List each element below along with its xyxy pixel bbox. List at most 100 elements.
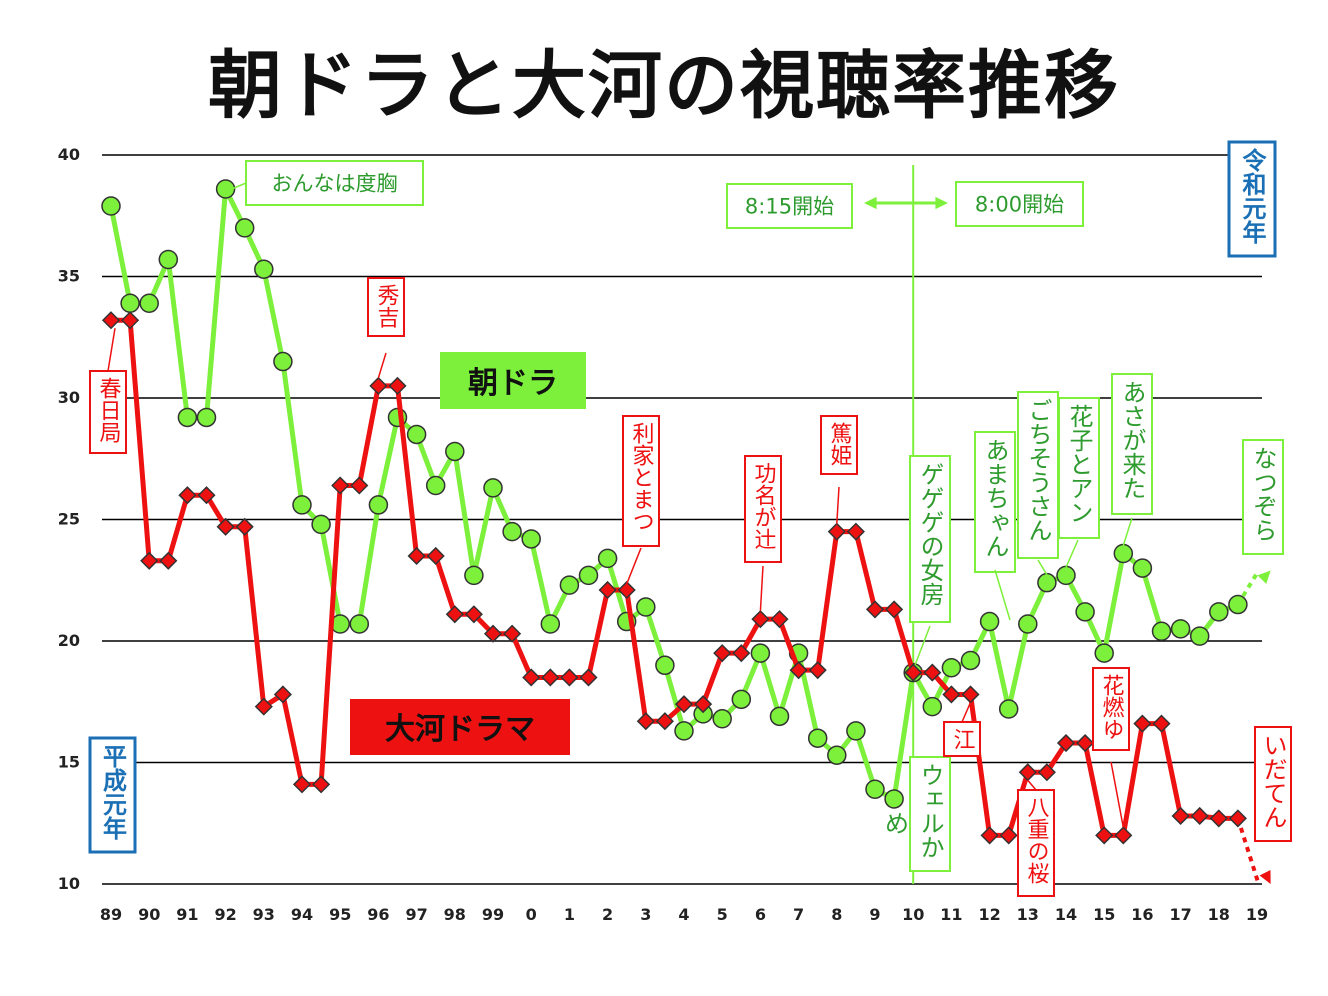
data-point [158, 249, 179, 270]
data-point [1151, 621, 1172, 642]
x-tick-label: 6 [755, 905, 766, 924]
leader-line [1027, 779, 1037, 791]
data-point [503, 624, 522, 643]
data-point [1075, 602, 1095, 622]
label-natsuzora-text: なつぞら [1249, 446, 1277, 542]
data-point [579, 668, 598, 687]
label-hideyoshi-box [367, 277, 405, 337]
label-hanako-to-an: 花子とアン [1058, 397, 1100, 539]
x-tick-label: 8 [831, 905, 842, 924]
data-point [368, 495, 389, 515]
series-arrow-0 [1236, 569, 1261, 606]
label-atsuhime: 篤姫 [820, 415, 858, 475]
data-point [254, 259, 274, 279]
data-point [101, 311, 121, 330]
x-tick-label: 9 [869, 905, 880, 924]
leader-line [231, 182, 247, 190]
label-weruka-box [909, 756, 951, 872]
page-title: 朝ドラと大河の視聴率推移 [208, 43, 1120, 129]
label-komyo-ga-tsuji-box [744, 455, 782, 563]
data-point [694, 695, 713, 714]
x-tick-label: 15 [1093, 905, 1115, 924]
data-point [407, 546, 426, 566]
label-atsuhime-box [820, 415, 858, 475]
data-point [1133, 714, 1152, 733]
data-point [999, 826, 1018, 845]
label-weruka: ウェルか [909, 756, 951, 872]
leader-line [1110, 761, 1125, 828]
label-atsuhime-text: 篤姫 [827, 422, 853, 466]
leader-line [836, 486, 840, 524]
data-point [350, 476, 369, 495]
data-point [1209, 602, 1229, 622]
label-weruka-text: ウェルか [916, 763, 944, 859]
label-hanako-to-an-box [1058, 397, 1100, 539]
series-arrowhead-0 [1257, 570, 1271, 584]
data-point [980, 826, 999, 845]
data-point [731, 689, 752, 710]
label-yae-no-sakura: 八重の桜 [1017, 789, 1055, 897]
time-change-arrowhead-right [935, 196, 948, 210]
data-point [655, 655, 675, 676]
data-point [751, 610, 770, 629]
x-tick-label: 0 [526, 905, 537, 924]
label-go-text: 江 [950, 728, 976, 750]
data-point [445, 605, 464, 624]
x-tick-label: 94 [291, 905, 313, 924]
data-point [674, 695, 694, 714]
x-tick-label: 11 [940, 905, 962, 924]
data-point [732, 644, 751, 663]
x-tick-label: 92 [214, 905, 236, 924]
leader-line [759, 565, 764, 612]
data-point [770, 610, 789, 629]
data-point [674, 721, 694, 741]
series-layer [101, 179, 1271, 885]
data-point [159, 551, 178, 570]
data-point [1114, 826, 1133, 845]
data-point [560, 668, 579, 687]
label-onnawa-dokyo-text: おんなは度胸 [272, 172, 398, 196]
label-asa-ga-kita: あさが来た [1111, 373, 1153, 515]
leader-line [961, 702, 972, 723]
leader-line [1037, 559, 1048, 576]
data-point [426, 546, 445, 566]
data-point [636, 597, 656, 617]
label-gegege-box [909, 455, 951, 623]
data-point [807, 728, 828, 748]
x-tick-label: 97 [405, 905, 427, 924]
label-komyo-ga-tsuji: 功名が辻 [744, 455, 782, 563]
data-point [234, 218, 255, 238]
data-point [865, 600, 885, 619]
x-tick-label: 90 [138, 905, 160, 924]
data-point [712, 709, 732, 729]
data-point [311, 514, 331, 535]
x-tick-label: 19 [1246, 905, 1268, 924]
series-label-asadora-box [440, 352, 586, 409]
data-point [1037, 763, 1056, 782]
data-point [445, 441, 465, 462]
x-tick-label: 3 [640, 905, 651, 924]
label-reiwa-gannen-text: 令和元年 [1238, 147, 1266, 244]
x-tick-label: 4 [678, 905, 689, 924]
data-point [1189, 626, 1210, 646]
data-point [598, 580, 617, 600]
data-point [827, 522, 846, 541]
data-point [1094, 643, 1114, 663]
data-point [789, 661, 808, 680]
label-815-start-box [726, 183, 853, 229]
data-point [1209, 809, 1228, 828]
label-hanamoyu-box [1092, 667, 1130, 751]
data-point [235, 517, 254, 536]
label-reiwa-gannen: 令和元年 [1227, 140, 1277, 258]
data-point [559, 575, 580, 595]
data-point [578, 565, 599, 586]
label-heisei-gannen: 平成元年 [88, 736, 137, 854]
label-toshiie-to-matsu-text: 利家とまつ [629, 422, 655, 532]
x-tick-label: 16 [1131, 905, 1153, 924]
data-point [177, 407, 198, 428]
data-point [521, 529, 541, 549]
data-point [406, 424, 427, 445]
data-point [865, 779, 885, 799]
data-point [197, 486, 216, 505]
